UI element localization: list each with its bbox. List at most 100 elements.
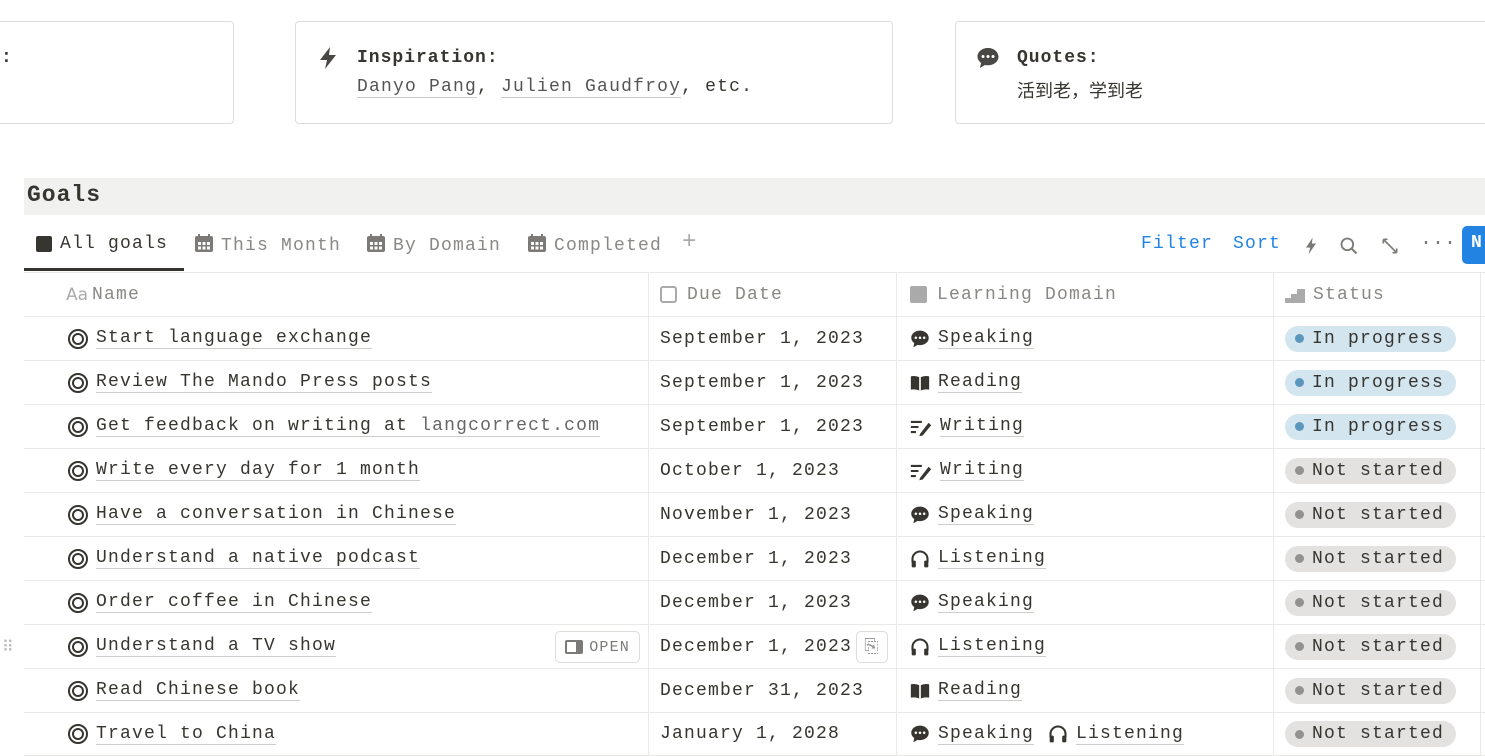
goal-name[interactable]: Write every day for 1 month — [96, 460, 421, 481]
table-row[interactable]: Order coffee in Chinese December 1, 2023… — [24, 580, 1485, 624]
goal-link[interactable]: langcorrect.com — [420, 416, 601, 436]
name-cell[interactable]: Order coffee in Chinese — [24, 581, 649, 624]
learning-domain-cell[interactable]: Reading — [897, 669, 1274, 712]
open-button[interactable]: OPEN — [555, 631, 640, 663]
status-cell[interactable]: Not started — [1274, 713, 1481, 755]
goal-name-text: Understand a native podcast — [96, 548, 421, 568]
domain-label: Writing — [940, 416, 1025, 437]
domain-tag: Listening — [910, 548, 1047, 569]
column-header-learning-domain[interactable]: Learning Domain — [897, 273, 1274, 316]
name-cell[interactable]: Understand a TV show OPEN — [24, 625, 649, 668]
name-cell[interactable]: Write every day for 1 month — [24, 449, 649, 492]
column-header-due-date[interactable]: Due Date — [649, 273, 897, 316]
table-row[interactable]: ⠿ Understand a TV show OPEN December 1, … — [2, 624, 1485, 668]
due-date: September 1, 2023 — [660, 328, 865, 349]
name-cell[interactable]: Travel to China — [24, 713, 649, 755]
table-row[interactable]: Understand a native podcast December 1, … — [24, 536, 1485, 580]
status-badge: Not started — [1285, 589, 1457, 616]
due-date-cell[interactable]: December 1, 2023 — [649, 581, 897, 624]
learning-domain-cell[interactable]: Writing — [897, 449, 1274, 492]
status-cell[interactable]: Not started — [1274, 669, 1481, 712]
goal-name[interactable]: Order coffee in Chinese — [96, 592, 373, 613]
due-date-cell[interactable]: December 1, 2023 ⎘ — [649, 625, 897, 668]
table-row[interactable]: Travel to China January 1, 2028 Speaking… — [24, 712, 1485, 756]
name-cell[interactable]: Get feedback on writing at langcorrect.c… — [24, 405, 649, 448]
learning-domain-cell[interactable]: Reading — [897, 361, 1274, 404]
table-row[interactable]: Write every day for 1 month October 1, 2… — [24, 448, 1485, 492]
due-date-cell[interactable]: November 1, 2023 — [649, 493, 897, 536]
status-dot — [1295, 510, 1304, 519]
add-view-button[interactable]: + — [682, 229, 698, 256]
tab-this-month[interactable]: This Month — [195, 234, 341, 258]
goal-name[interactable]: Read Chinese book — [96, 680, 301, 701]
status-label: In progress — [1312, 372, 1445, 393]
table-row[interactable]: Get feedback on writing at langcorrect.c… — [24, 404, 1485, 448]
name-cell[interactable]: Review The Mando Press posts — [24, 361, 649, 404]
drag-handle-icon[interactable]: ⠿ — [2, 639, 14, 657]
sort-button[interactable]: Sort — [1233, 234, 1282, 254]
goal-name[interactable]: Have a conversation in Chinese — [96, 504, 457, 525]
name-cell[interactable]: Start language exchange — [24, 317, 649, 360]
expand-icon[interactable] — [1380, 236, 1400, 256]
search-icon[interactable] — [1339, 236, 1359, 256]
headphones-icon — [910, 549, 930, 569]
goal-name[interactable]: Understand a native podcast — [96, 548, 421, 569]
column-label: Status — [1313, 284, 1386, 305]
automation-lightning-icon[interactable] — [1301, 236, 1321, 256]
tab-all-goals[interactable]: All goals — [36, 234, 168, 254]
status-badge: Not started — [1285, 501, 1457, 528]
table-row[interactable]: Start language exchange September 1, 202… — [24, 316, 1485, 360]
status-cell[interactable]: In progress — [1274, 361, 1481, 404]
speech-bubble-icon — [910, 593, 930, 613]
learning-domain-cell[interactable]: Listening — [897, 625, 1274, 668]
learning-domain-cell[interactable]: Listening — [897, 537, 1274, 580]
learning-domain-cell[interactable]: Speaking Listening — [897, 713, 1274, 755]
learning-domain-cell[interactable]: Speaking — [897, 581, 1274, 624]
status-label: Not started — [1312, 592, 1445, 613]
name-cell[interactable]: Have a conversation in Chinese — [24, 493, 649, 536]
learning-domain-cell[interactable]: Speaking — [897, 493, 1274, 536]
status-cell[interactable]: In progress — [1274, 405, 1481, 448]
due-date: September 1, 2023 — [660, 416, 865, 437]
tab-by-domain[interactable]: By Domain — [367, 234, 501, 258]
table-row[interactable]: Read Chinese book December 31, 2023 Read… — [24, 668, 1485, 712]
filter-button[interactable]: Filter — [1141, 234, 1214, 254]
calendar-icon — [195, 234, 213, 258]
goal-name[interactable]: Get feedback on writing at langcorrect.c… — [96, 416, 601, 437]
goal-name[interactable]: Start language exchange — [96, 328, 373, 349]
goal-name[interactable]: Travel to China — [96, 724, 277, 745]
target-icon — [68, 372, 88, 393]
inspiration-link[interactable]: Danyo Pang — [357, 77, 478, 98]
more-icon[interactable]: ··· — [1420, 232, 1457, 255]
inspiration-link[interactable]: Julien Gaudfroy — [501, 77, 682, 98]
due-date-cell[interactable]: September 1, 2023 — [649, 317, 897, 360]
status-cell[interactable]: Not started — [1274, 537, 1481, 580]
database-title[interactable]: Goals — [27, 182, 102, 208]
status-dot — [1295, 554, 1304, 563]
new-button[interactable]: N — [1462, 226, 1485, 264]
goal-name[interactable]: Understand a TV show — [96, 636, 337, 657]
learning-domain-cell[interactable]: Speaking — [897, 317, 1274, 360]
status-cell[interactable]: Not started — [1274, 625, 1481, 668]
due-date-cell[interactable]: December 31, 2023 — [649, 669, 897, 712]
goal-name[interactable]: Review The Mando Press posts — [96, 372, 433, 393]
table-row[interactable]: Review The Mando Press posts September 1… — [24, 360, 1485, 404]
due-date-cell[interactable]: September 1, 2023 — [649, 405, 897, 448]
due-date-cell[interactable]: December 1, 2023 — [649, 537, 897, 580]
status-cell[interactable]: In progress — [1274, 317, 1481, 360]
name-cell[interactable]: Understand a native podcast — [24, 537, 649, 580]
due-date-cell[interactable]: September 1, 2023 — [649, 361, 897, 404]
status-badge: In progress — [1285, 413, 1457, 440]
status-cell[interactable]: Not started — [1274, 493, 1481, 536]
status-cell[interactable]: Not started — [1274, 449, 1481, 492]
tab-completed[interactable]: Completed — [528, 234, 662, 258]
due-date-cell[interactable]: January 1, 2028 — [649, 713, 897, 755]
table-row[interactable]: Have a conversation in Chinese November … — [24, 492, 1485, 536]
name-cell[interactable]: Read Chinese book — [24, 669, 649, 712]
column-header-name[interactable]: Aa Name — [24, 273, 649, 316]
copy-icon[interactable]: ⎘ — [856, 631, 888, 663]
learning-domain-cell[interactable]: Writing — [897, 405, 1274, 448]
due-date-cell[interactable]: October 1, 2023 — [649, 449, 897, 492]
column-header-status[interactable]: Status — [1274, 273, 1481, 316]
status-cell[interactable]: Not started — [1274, 581, 1481, 624]
